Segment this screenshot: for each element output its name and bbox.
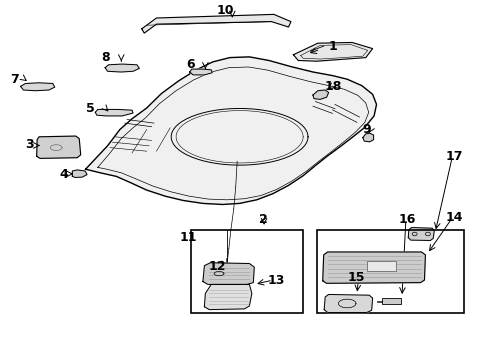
Text: 3: 3 <box>25 138 34 150</box>
Polygon shape <box>85 57 376 204</box>
Polygon shape <box>203 263 254 284</box>
Text: 15: 15 <box>346 271 364 284</box>
Text: 2: 2 <box>258 213 267 226</box>
Bar <box>366 261 395 271</box>
Text: 10: 10 <box>216 4 233 17</box>
Polygon shape <box>37 136 81 158</box>
Polygon shape <box>322 252 425 283</box>
Polygon shape <box>189 69 212 75</box>
Text: 8: 8 <box>101 51 109 64</box>
Polygon shape <box>95 109 133 116</box>
Text: 4: 4 <box>59 168 68 181</box>
Text: 1: 1 <box>327 40 336 53</box>
Text: 18: 18 <box>324 80 342 93</box>
Text: 6: 6 <box>186 58 195 71</box>
Text: 11: 11 <box>179 231 197 244</box>
Text: 17: 17 <box>445 150 463 163</box>
Bar <box>382 298 400 304</box>
Polygon shape <box>204 284 251 310</box>
Text: 14: 14 <box>445 211 463 224</box>
Polygon shape <box>142 14 290 33</box>
Text: 9: 9 <box>362 123 370 136</box>
Text: 12: 12 <box>208 260 226 273</box>
Bar <box>190 230 303 313</box>
Polygon shape <box>407 228 433 240</box>
Polygon shape <box>293 42 372 61</box>
Text: 7: 7 <box>10 73 19 86</box>
Polygon shape <box>312 90 328 99</box>
Polygon shape <box>20 83 55 91</box>
Text: 16: 16 <box>398 213 415 226</box>
Polygon shape <box>105 64 139 72</box>
Polygon shape <box>362 133 373 142</box>
Bar <box>316 230 463 313</box>
Text: 13: 13 <box>267 274 285 287</box>
Text: 5: 5 <box>86 102 95 114</box>
Polygon shape <box>324 294 372 312</box>
Polygon shape <box>72 170 87 177</box>
